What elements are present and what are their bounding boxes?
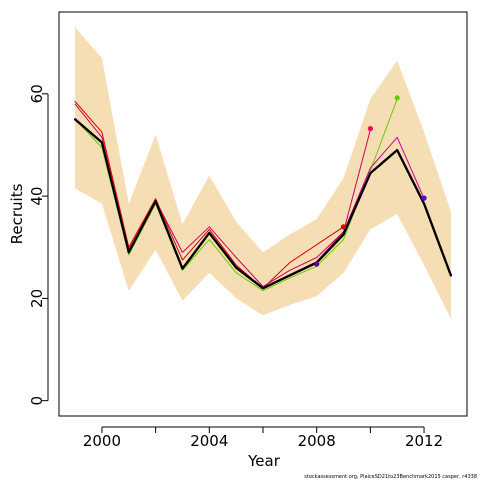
confidence-band-layer [75, 27, 451, 319]
confidence-band [75, 27, 451, 319]
y-axis: 0 20 40 60 [28, 84, 49, 406]
x-tick-label: 2012 [405, 432, 443, 450]
series-line-1 [74, 101, 344, 289]
series-end-point-1 [340, 224, 347, 230]
footnote: stockassessment.org, PlaiceSD21to23Bench… [304, 474, 477, 480]
x-axis-title: Year [247, 452, 281, 470]
series-end-point-4 [421, 195, 427, 201]
series-line-3 [74, 98, 398, 292]
x-axis: 2000 2004 2008 2012 [83, 426, 443, 450]
series-line-5 [73, 118, 452, 290]
y-tick-label: 60 [28, 84, 46, 103]
end-points-layer [314, 95, 427, 267]
series-end-point-2 [367, 126, 373, 132]
x-tick-label: 2008 [298, 432, 336, 450]
x-tick-label: 2000 [83, 432, 121, 450]
series-end-point-0 [314, 261, 320, 267]
y-axis-title: Recruits [8, 183, 26, 244]
x-tick-label: 2004 [190, 432, 228, 450]
y-tick-label: 40 [28, 187, 46, 206]
series-lines-layer [73, 98, 452, 292]
series-end-point-3 [394, 95, 400, 101]
y-tick-label: 20 [28, 289, 46, 308]
y-tick-label: 0 [28, 396, 46, 406]
plot-frame [58, 11, 468, 417]
